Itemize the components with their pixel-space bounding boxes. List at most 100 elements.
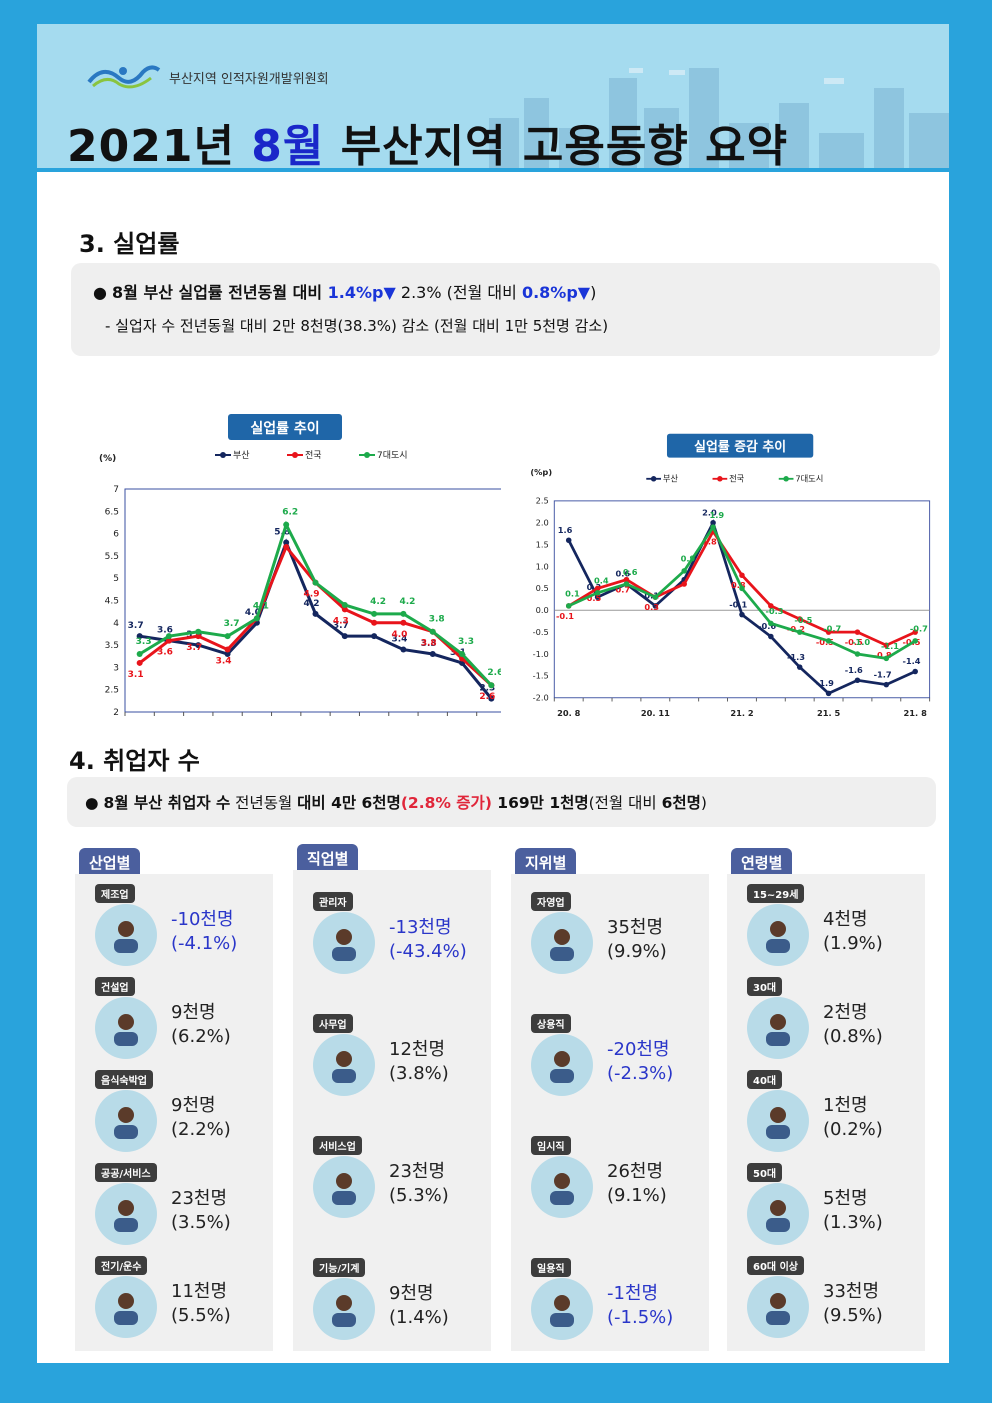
percent-change: (3.5%) xyxy=(171,1212,231,1233)
employment-value: 9천명 (1.4%) xyxy=(389,1282,449,1330)
data-label: 4.2 xyxy=(304,599,320,609)
y-tick-label: -2.0 xyxy=(533,693,549,703)
data-label: 3.7 xyxy=(186,643,202,653)
count-change: 35천명 xyxy=(607,917,664,938)
y-tick-label: 5.5 xyxy=(105,552,119,562)
data-point xyxy=(224,646,231,653)
y-tick-label: 6.5 xyxy=(105,507,119,517)
data-label: 2.3 xyxy=(479,684,495,694)
forties-icon xyxy=(747,1090,809,1152)
employment-value: 26천명 (9.1%) xyxy=(607,1160,667,1208)
percent-change: (-1.5%) xyxy=(607,1307,674,1328)
emp-text-h: ) xyxy=(700,794,707,812)
count-change: 9천명 xyxy=(171,1095,216,1116)
subcategory-tag: 15~29세 xyxy=(747,884,805,903)
employment-value: -13천명 (-43.4%) xyxy=(389,916,467,964)
data-label: 2.0 xyxy=(702,507,717,517)
data-label: 3.6 xyxy=(157,626,173,636)
employment-value: 23천명 (5.3%) xyxy=(389,1160,449,1208)
data-label: 4.0 xyxy=(391,630,407,640)
data-point xyxy=(594,589,601,596)
employment-value: 12천명 (3.8%) xyxy=(389,1038,449,1086)
data-point xyxy=(224,633,231,640)
header-banner: 부산지역 인적자원개발위원회 2021년 8월 부산지역 고용동향 요약 xyxy=(37,24,949,168)
percent-change: (-43.4%) xyxy=(389,941,467,962)
subcategory-tag: 건설업 xyxy=(95,977,135,996)
data-point xyxy=(341,633,348,640)
data-point xyxy=(400,610,407,617)
subcategory-tag: 일용직 xyxy=(531,1258,571,1277)
data-label: 0.6 xyxy=(623,567,638,577)
thirties-icon xyxy=(747,997,809,1059)
y-tick-label: 0.5 xyxy=(536,583,549,593)
count-change: -20천명 xyxy=(607,1039,670,1060)
category-heading: 연령별 xyxy=(731,848,793,877)
subcategory-tag: 50대 xyxy=(747,1163,783,1182)
data-point xyxy=(565,603,572,609)
percent-change: (1.9%) xyxy=(823,933,883,954)
data-point xyxy=(739,585,745,592)
data-point xyxy=(341,606,348,613)
y-tick-label: -1.0 xyxy=(533,649,549,659)
data-label: 2.6 xyxy=(487,668,501,678)
data-point xyxy=(371,633,378,640)
data-label: 0.3 xyxy=(644,602,659,612)
subcategory-tag: 30대 xyxy=(747,977,783,996)
data-label: 1.9 xyxy=(709,510,724,520)
manager-icon xyxy=(313,912,375,974)
y-tick-label: 2.5 xyxy=(536,496,549,506)
y-tick-label: 4 xyxy=(113,619,119,629)
data-point xyxy=(195,642,202,649)
count-change: 33천명 xyxy=(823,1281,880,1302)
subcategory-tag: 공공/서비스 xyxy=(95,1163,157,1182)
chart-title: 실업률 증감 추이 xyxy=(694,439,786,455)
bullet-icon: ● xyxy=(85,794,104,812)
data-label: 0.4 xyxy=(594,576,609,586)
data-label: 0.1 xyxy=(565,589,580,599)
data-label: 3.8 xyxy=(429,615,445,625)
employment-value: 33천명 (9.5%) xyxy=(823,1280,883,1328)
title-year: 2021년 xyxy=(67,121,252,168)
title-month: 8월 xyxy=(251,121,325,168)
count-change: -10천명 xyxy=(171,909,234,930)
data-label: -1.1 xyxy=(881,641,899,651)
subcategory-tag: 상용직 xyxy=(531,1014,571,1033)
legend-label: 7대도시 xyxy=(377,450,408,461)
data-label: -1.7 xyxy=(874,669,892,679)
data-label: 0.9 xyxy=(681,554,696,564)
count-change: 9천명 xyxy=(171,1002,216,1023)
data-point xyxy=(652,603,659,609)
org-logo-icon xyxy=(87,65,161,89)
banner-divider xyxy=(37,168,949,172)
percent-change: (0.8%) xyxy=(823,1026,883,1047)
legend-label: 부산 xyxy=(663,474,679,484)
summary-close: ) xyxy=(590,283,597,302)
section-unemployment-title: 3. 실업률 xyxy=(79,230,180,258)
data-label: 6.2 xyxy=(282,508,298,518)
data-label: 0.7 xyxy=(615,585,630,595)
data-point xyxy=(739,611,745,618)
org-name: 부산지역 인적자원개발위원회 xyxy=(169,71,329,87)
subcategory-tag: 서비스업 xyxy=(313,1136,362,1155)
data-label: -0.1 xyxy=(556,611,574,621)
x-tick-label: 21. 5 xyxy=(817,708,841,718)
data-point xyxy=(796,664,803,670)
data-point xyxy=(768,633,774,640)
data-point xyxy=(429,628,436,635)
employment-value: 11천명 (5.5%) xyxy=(171,1280,231,1328)
data-label: 3.3 xyxy=(136,637,152,647)
data-label: 0.8 xyxy=(731,580,746,590)
employment-value: 5천명 (1.3%) xyxy=(823,1187,883,1235)
data-point xyxy=(912,629,918,635)
unemployment-rate-chart: 실업률 추이(%)부산전국7대도시76.565.554.543.532.5220… xyxy=(99,414,501,718)
percent-change: (9.1%) xyxy=(607,1185,667,1206)
count-change: -13천명 xyxy=(389,917,452,938)
data-point xyxy=(652,594,659,600)
subcategory-tag: 제조업 xyxy=(95,884,135,903)
count-change: 1천명 xyxy=(823,1095,868,1116)
data-point xyxy=(312,579,319,586)
percent-change: (3.8%) xyxy=(389,1063,449,1084)
data-label: -0.2 xyxy=(787,624,805,634)
data-label: 0.3 xyxy=(587,582,602,592)
data-point xyxy=(136,633,143,640)
